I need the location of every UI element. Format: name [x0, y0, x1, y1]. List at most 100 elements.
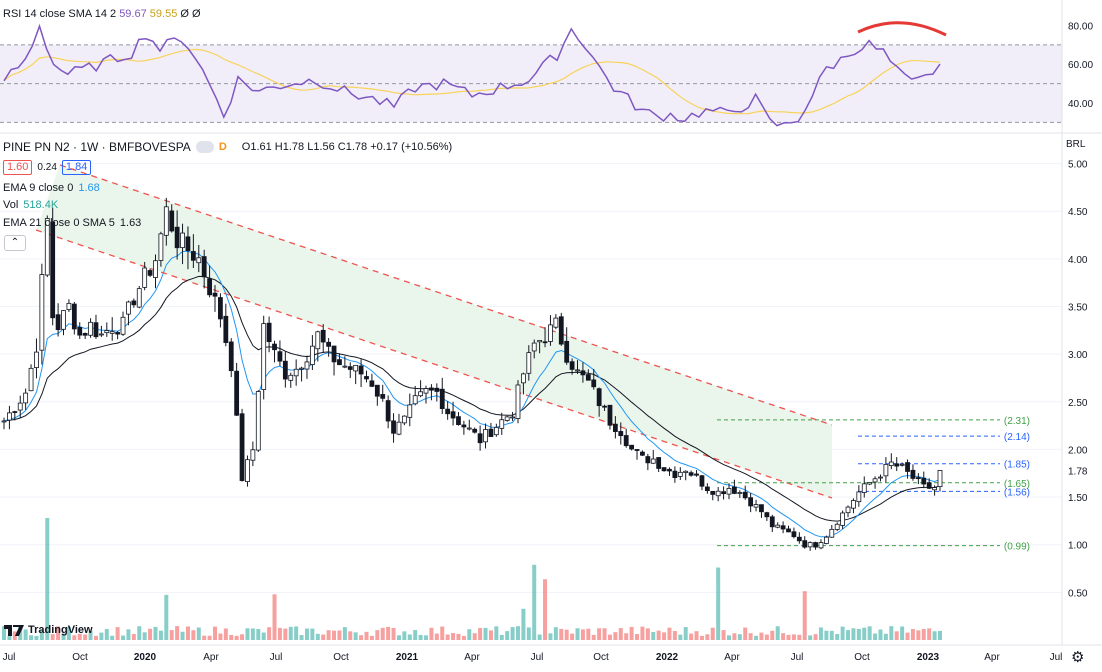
candle-body: [245, 459, 250, 482]
ema21-legend: EMA 21 close 0 SMA 5 1.63: [3, 217, 142, 229]
volume-bar: [851, 628, 856, 640]
candle-body: [429, 387, 434, 391]
volume-bar: [121, 635, 126, 640]
volume-bar: [272, 594, 277, 640]
candle-body: [131, 300, 137, 306]
candle-body: [450, 411, 456, 419]
volume-bar: [775, 626, 780, 640]
eye-icon: [195, 141, 214, 153]
volume-bar: [564, 629, 569, 640]
volume-bar: [802, 591, 807, 640]
time-tick-label: 2021: [396, 652, 419, 663]
volume-bar: [607, 634, 612, 640]
volume-bar: [705, 634, 710, 640]
settings-gear-icon[interactable]: ⚙: [1071, 649, 1085, 666]
candle-body: [732, 486, 737, 494]
volume-bar: [835, 633, 840, 640]
volume-bar: [580, 629, 585, 640]
volume-bar: [900, 626, 905, 640]
candle-body: [510, 416, 515, 419]
volume-bar: [315, 633, 320, 640]
candle-body: [50, 221, 56, 319]
ema9-legend: EMA 9 close 0 1.68: [3, 182, 100, 194]
channel-upper-line: [59, 164, 833, 426]
volume-bar: [261, 632, 266, 640]
candle-body: [353, 364, 359, 372]
candle-body: [537, 340, 543, 343]
volume-bar: [359, 635, 364, 640]
candle-body: [823, 536, 829, 544]
candle-body: [640, 451, 645, 456]
time-tick-label: Jul: [270, 652, 283, 663]
price-tick-label: 4.00: [1068, 255, 1088, 266]
candle-body: [753, 504, 759, 508]
volume-bar: [229, 634, 234, 640]
volume-bar: [543, 579, 548, 640]
volume-bar: [883, 633, 888, 640]
volume-bar: [829, 630, 834, 640]
candle-body: [255, 391, 261, 451]
candle-body: [347, 366, 353, 370]
candle-body: [98, 333, 104, 336]
time-tick-label: Apr: [984, 652, 1000, 663]
volume-bar: [434, 633, 439, 640]
candle-body: [585, 374, 591, 381]
candle-body: [932, 487, 937, 491]
volume-bar: [781, 633, 786, 640]
candles: [1, 197, 943, 551]
candle-body: [894, 463, 900, 467]
volume-bar: [678, 634, 683, 640]
volume-bar: [683, 627, 688, 640]
candle-body: [477, 433, 483, 444]
price-tick-label: 4.50: [1068, 207, 1088, 218]
volume-bar: [418, 634, 423, 640]
collapse-chevron-icon[interactable]: ⌃: [4, 235, 26, 251]
candle-body: [342, 365, 348, 368]
candle-body: [531, 342, 537, 352]
time-tick-label: Oct: [333, 652, 349, 663]
volume-bar: [651, 631, 656, 640]
volume-bar: [391, 627, 396, 640]
volume-bar: [748, 633, 753, 640]
candle-body: [207, 278, 212, 296]
volume-bar: [602, 628, 607, 640]
candle-body: [915, 477, 921, 480]
rsi-line: [3, 23, 941, 127]
volume-bar: [624, 633, 629, 640]
candle-body: [596, 388, 602, 407]
volume-bar: [726, 635, 731, 640]
rsi-annotation-arc: [857, 21, 947, 37]
price-tick-label: 1.50: [1068, 493, 1088, 504]
ema21-line: [3, 275, 941, 522]
channel-lower-line: [35, 229, 833, 499]
ema9-line: [3, 250, 941, 538]
candle-body: [742, 491, 748, 499]
volume-bar: [283, 628, 288, 640]
vol-legend: Vol 518.4K: [3, 199, 59, 211]
candle-body: [401, 415, 407, 424]
candle-body: [55, 314, 61, 331]
candle-body: [483, 429, 488, 443]
candle-body: [153, 260, 158, 278]
candle-body: [196, 257, 202, 264]
volume-bar: [364, 631, 369, 640]
candle-body: [7, 412, 12, 421]
volume-bar: [369, 635, 374, 640]
candle-body: [851, 500, 856, 509]
volume-bar: [93, 635, 98, 640]
candle-body: [786, 528, 791, 533]
volume-bar: [754, 635, 759, 640]
volume-bar: [2, 626, 6, 640]
candle-body: [82, 332, 88, 336]
volume-bar: [326, 630, 331, 640]
candle-body: [158, 233, 164, 261]
volume-bar: [175, 626, 180, 640]
volume-bar: [213, 626, 218, 640]
volume-bar: [77, 633, 82, 640]
volume-bar: [743, 627, 748, 640]
candle-body: [504, 416, 510, 421]
volume-bar: [445, 634, 450, 640]
volume-bar: [456, 633, 461, 640]
volume-bar: [240, 634, 245, 640]
